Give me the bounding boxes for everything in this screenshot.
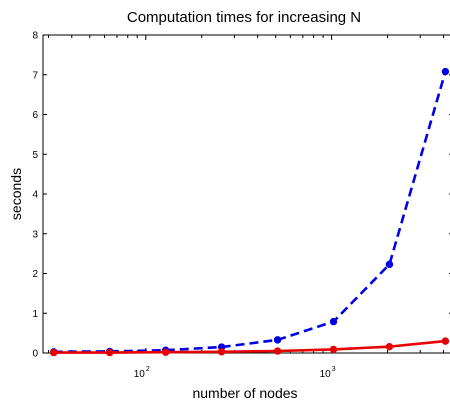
- x-tick-label-0: 102: [134, 366, 150, 380]
- series-0-point-4: [273, 336, 282, 344]
- y-tick-label-6: 6: [32, 110, 38, 121]
- y-tick-label-3: 3: [32, 229, 38, 240]
- chart-title: Computation times for increasing N: [127, 9, 361, 26]
- series-1-point-4: [273, 347, 282, 355]
- series-1-point-6: [385, 342, 394, 351]
- series-line-0: [53, 71, 447, 354]
- y-tick-label-5: 5: [32, 150, 38, 161]
- series-1-point-7: [441, 337, 450, 345]
- y-tick-label-7: 7: [32, 70, 38, 81]
- series-1-point-3: [217, 348, 226, 356]
- x-axis-label: number of nodes: [192, 385, 297, 401]
- series-1-point-1: [106, 348, 114, 357]
- y-tick-label-4: 4: [32, 190, 38, 201]
- y-axis-label: seconds: [8, 168, 24, 220]
- y-tick-label-2: 2: [32, 269, 38, 280]
- series-0-point-7: [441, 67, 450, 76]
- series-1-point-0: [50, 348, 58, 357]
- series-line-1: [53, 339, 446, 354]
- series-0-point-6: [385, 260, 394, 269]
- x-tick-label-1: 103: [320, 366, 336, 380]
- plot-area: [42, 34, 450, 354]
- series-layer: [50, 67, 450, 357]
- series-1-point-2: [161, 348, 170, 356]
- series-1-point-5: [329, 345, 338, 354]
- y-tick-label-8: 8: [32, 31, 38, 42]
- y-tick-label-1: 1: [32, 309, 38, 320]
- y-tick-label-0: 0: [32, 349, 38, 360]
- series-0-point-5: [329, 317, 338, 326]
